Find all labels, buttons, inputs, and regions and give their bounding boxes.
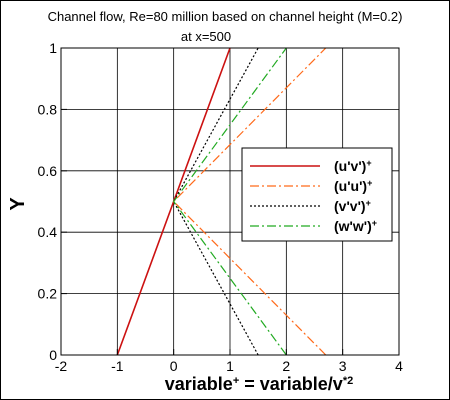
- y-tick-label: 1: [49, 40, 57, 56]
- x-axis-label-main: variable: [165, 374, 233, 394]
- x-axis-label-sup-star2: *2: [343, 375, 353, 387]
- series-line-4: [172, 47, 287, 356]
- y-tick-label: 0.6: [38, 163, 58, 179]
- x-axis-label-mid: = variable/v: [239, 374, 343, 394]
- x-tick-label: 1: [226, 358, 234, 374]
- y-tick-label: 0.8: [38, 101, 58, 117]
- x-tick-label: 2: [282, 358, 290, 374]
- x-tick-label: 4: [395, 358, 403, 374]
- y-axis-label: Y: [7, 197, 29, 211]
- x-tick-label: 3: [339, 358, 347, 374]
- x-axis-label-sup-plus: +: [233, 375, 239, 387]
- x-tick-label: -1: [111, 358, 124, 374]
- legend-label-3: (v'v')+: [334, 198, 371, 214]
- y-tick-label: 0.4: [38, 224, 58, 240]
- legend-label-4: (w'w')+: [334, 218, 377, 234]
- series-line-3: [172, 47, 259, 356]
- y-tick-label: 0: [49, 347, 57, 363]
- x-tick-label: 0: [170, 358, 178, 374]
- x-tick-label: -2: [55, 358, 68, 374]
- legend: (u'v')+ (u'u')+ (v'v')+ (w'w')+: [241, 147, 393, 242]
- chart-title: Channel flow, Re=80 million based on cha…: [48, 9, 403, 24]
- chart-subtitle: at x=500: [181, 29, 231, 44]
- plot-area: [60, 47, 400, 356]
- y-tick-label: 0.2: [38, 286, 58, 302]
- x-axis-label: variable+ = variable/v*2: [165, 374, 353, 394]
- legend-label-2: (u'u')+: [334, 178, 372, 194]
- legend-label-1: (u'v')+: [334, 158, 372, 174]
